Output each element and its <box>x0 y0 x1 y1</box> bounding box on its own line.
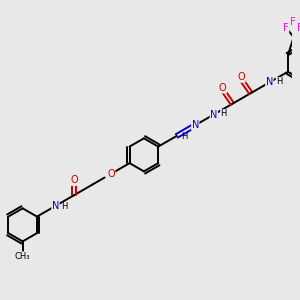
Text: O: O <box>70 176 78 185</box>
Text: H: H <box>181 132 187 141</box>
Text: H: H <box>220 110 227 118</box>
Text: H: H <box>61 202 68 211</box>
Text: N: N <box>192 120 199 130</box>
Text: O: O <box>237 72 245 82</box>
Text: N: N <box>52 201 59 211</box>
Text: F: F <box>297 23 300 33</box>
Text: H: H <box>276 77 283 86</box>
Text: CH₃: CH₃ <box>15 252 30 261</box>
Text: F: F <box>283 23 289 33</box>
Text: F: F <box>290 17 295 27</box>
Text: N: N <box>210 110 218 119</box>
Text: N: N <box>266 77 273 87</box>
Text: O: O <box>219 83 226 93</box>
Text: O: O <box>107 169 115 179</box>
